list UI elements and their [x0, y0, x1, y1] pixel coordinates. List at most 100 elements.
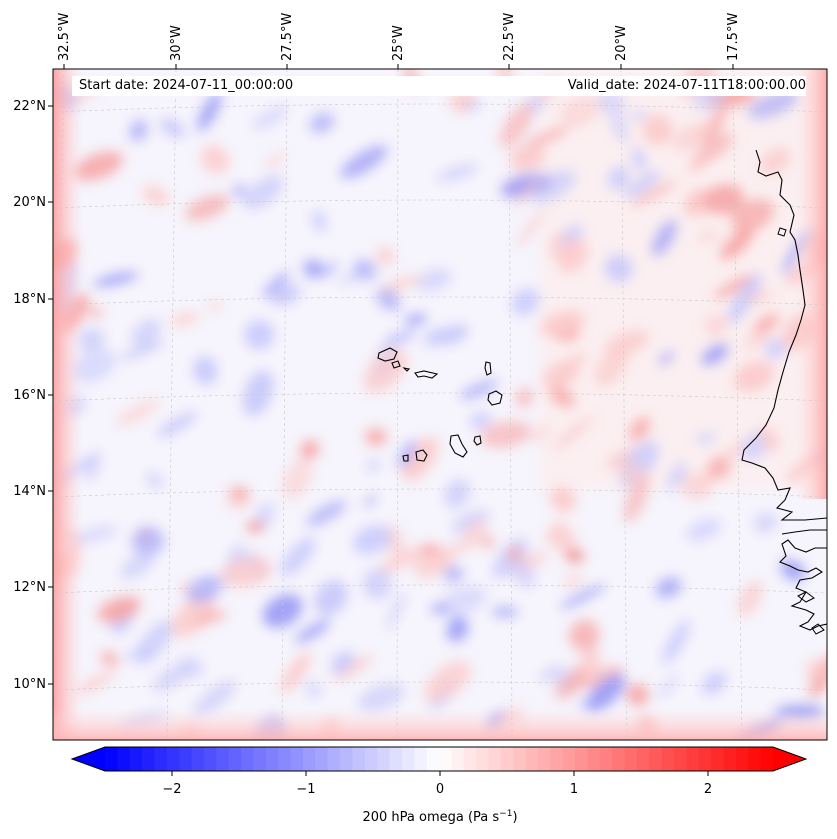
- omega-contour-blob: [565, 548, 585, 564]
- omega-contour-blob: [77, 328, 106, 351]
- omega-contour-blob: [703, 183, 745, 215]
- omega-contour-blob: [72, 150, 124, 182]
- colorbar-segment: [154, 747, 168, 771]
- lon-label: 30°W: [169, 25, 184, 61]
- omega-contour-blob: [115, 399, 160, 426]
- omega-contour-blob: [367, 458, 380, 473]
- colorbar-segment: [327, 747, 341, 771]
- omega-contour-blob: [430, 603, 450, 615]
- omega-contour-blob: [553, 360, 572, 386]
- colorbar-segment: [315, 747, 329, 771]
- omega-contour-blob: [427, 541, 471, 565]
- omega-contour-blob: [396, 439, 418, 469]
- omega-contour-blob: [245, 521, 265, 533]
- omega-contour-blob: [420, 543, 440, 555]
- omega-contour-blob: [401, 436, 439, 482]
- omega-contour-blob: [423, 660, 471, 703]
- colorbar-tick-label: −2: [162, 782, 181, 797]
- colorbar-segment: [698, 747, 712, 771]
- latitude-axis: 22°N 20°N 18°N 16°N 14°N 12°N 10°N: [13, 99, 53, 692]
- colorbar-segment: [723, 747, 737, 771]
- omega-contour-blob: [529, 169, 577, 204]
- omega-contour-blob: [687, 157, 706, 173]
- omega-contour-blob: [759, 146, 792, 176]
- omega-contour-blob: [753, 313, 780, 334]
- colorbar-segment: [117, 747, 131, 771]
- omega-contour-blob: [658, 350, 675, 366]
- colorbar-segment: [525, 747, 539, 771]
- omega-contour-blob: [697, 230, 719, 243]
- omega-contour-blob: [533, 422, 549, 444]
- omega-contour-blob: [308, 112, 335, 134]
- omega-contour-blob: [554, 669, 587, 700]
- lon-label: 20°W: [614, 25, 629, 61]
- island-sao-vicente: [391, 360, 401, 369]
- omega-contour-blob: [733, 360, 776, 393]
- colorbar-segment: [711, 747, 724, 771]
- island-boa-vista: [487, 390, 503, 406]
- omega-contour-blob: [444, 478, 471, 509]
- colorbar-segment: [241, 747, 254, 771]
- omega-contour-blob: [91, 307, 103, 319]
- colorbar-segment: [179, 747, 192, 771]
- omega-contour-blob: [128, 118, 149, 143]
- island-maio: [473, 435, 482, 446]
- colorbar-segment: [760, 747, 774, 771]
- omega-contour-blob: [200, 144, 230, 174]
- omega-contour-blob: [672, 123, 709, 152]
- omega-contour-blob: [220, 556, 273, 588]
- omega-contour-blob: [700, 343, 730, 366]
- omega-contour-blob: [416, 267, 452, 292]
- omega-contour-blob: [100, 650, 120, 667]
- omega-contour-blob: [332, 655, 374, 681]
- colorbar-outline: [70, 746, 808, 772]
- omega-contour-blob: [130, 318, 162, 347]
- omega-contour-blob: [624, 170, 662, 198]
- colorbar-ticks: −2 −1 0 1 2: [162, 771, 712, 797]
- omega-contour-blob: [462, 519, 488, 549]
- omega-contour-blob: [152, 662, 193, 692]
- colorbar-segment: [500, 747, 514, 771]
- field-edge-bottom: [53, 708, 827, 740]
- omega-contour-blob: [549, 386, 576, 409]
- omega-contour-blob: [805, 657, 827, 678]
- omega-contour-blob: [513, 561, 536, 589]
- omega-contour-blob: [206, 301, 223, 311]
- colorbar-tick-label: 2: [704, 782, 712, 797]
- colorbar-segment: [686, 747, 700, 771]
- colorbar-label: 200 hPa omega (Pa s−1): [362, 809, 517, 825]
- colorbar-segment: [216, 747, 230, 771]
- island-fogo: [415, 449, 428, 462]
- colorbar-segment: [265, 747, 279, 771]
- omega-contour-blob: [695, 431, 716, 446]
- omega-contour-blob: [299, 439, 320, 460]
- omega-contour-blob: [604, 254, 633, 283]
- omega-contour-blob: [713, 274, 754, 300]
- island-santa-luzia: [402, 367, 411, 372]
- parallel-gridline: [53, 392, 827, 402]
- colorbar-segment: [513, 747, 526, 771]
- colorbar-segment: [612, 747, 625, 771]
- omega-contour-blob: [313, 579, 349, 616]
- colorbar: −2 −1 0 1 2 200 hPa omega (Pa s−1): [70, 746, 808, 825]
- colorbar-segment: [414, 747, 428, 771]
- omega-contour-blob: [302, 258, 324, 280]
- lat-label: 18°N: [13, 292, 46, 307]
- omega-contour-blob: [445, 616, 470, 644]
- colorbar-segment: [735, 747, 749, 771]
- omega-contour-blob: [119, 551, 156, 580]
- omega-contour-blob: [549, 486, 577, 513]
- colorbar-segment: [575, 747, 588, 771]
- omega-contour-blob: [737, 580, 763, 617]
- colorbar-segment: [649, 747, 663, 771]
- colorbar-segment: [426, 747, 440, 771]
- omega-contour-blob: [481, 535, 495, 549]
- omega-contour-blob: [131, 525, 165, 557]
- omega-contour-blob: [264, 152, 286, 169]
- omega-contour-blob: [242, 370, 274, 417]
- omega-contour-blob: [184, 193, 230, 222]
- omega-contour-blob: [192, 679, 237, 717]
- omega-contour-blob: [630, 180, 678, 207]
- omega-contour-blob: [557, 238, 589, 273]
- lon-label: 17.5°W: [726, 13, 741, 61]
